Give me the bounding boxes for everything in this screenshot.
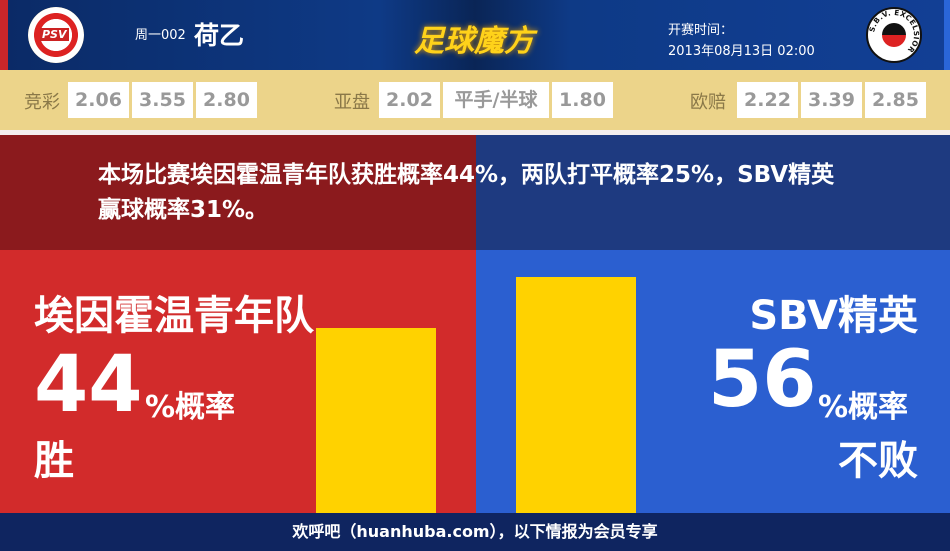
summary-bg-home (0, 135, 476, 250)
away-probability-bar (516, 277, 636, 513)
left-strip (0, 0, 8, 70)
svg-text:S.B.V. EXCELSIOR: S.B.V. EXCELSIOR (868, 9, 920, 55)
member-footer[interactable]: 欢呼吧（huanhuba.com），以下情报为会员专享 (0, 513, 950, 551)
kickoff-label: 开赛时间： (668, 23, 734, 38)
yp-odds: 1.80 (552, 82, 613, 118)
yp-label: 亚盘 (334, 92, 370, 113)
jc-odds: 2.80 (196, 82, 257, 118)
home-team-name: 埃因霍温青年队 (34, 293, 314, 339)
op-odds: 2.22 (737, 82, 798, 118)
kickoff-time: 2013年08月13日 02:00 (668, 44, 815, 59)
away-percent: 56 (708, 335, 817, 425)
home-result: 胜 (34, 438, 74, 484)
away-logo-emblem (882, 23, 906, 47)
prediction-summary: 本场比赛埃因霍温青年队获胜概率44%，两队打平概率25%，SBV精英赢球概率31… (98, 162, 835, 223)
op-label: 欧赔 (690, 92, 726, 113)
summary-bg-away (476, 135, 950, 250)
brand-logo: 足球魔方 (414, 24, 534, 59)
jc-odds: 2.06 (68, 82, 129, 118)
away-logo-ring: S.B.V. EXCELSIOR (868, 9, 920, 55)
op-odds: 2.85 (865, 82, 926, 118)
home-percent: 44 (34, 340, 143, 430)
yp-handicap: 平手/半球 (443, 82, 549, 118)
away-team-logo: S.B.V. EXCELSIOR (866, 7, 922, 63)
op-odds: 3.39 (801, 82, 862, 118)
home-logo-text: PSV (40, 28, 69, 41)
home-probability-bar (316, 328, 436, 513)
away-result: 不败 (838, 438, 918, 484)
away-team-name: SBV精英 (749, 293, 918, 339)
odds-bar: 竞彩 2.06 3.55 2.80 亚盘 2.02 平手/半球 1.80 欧赔 … (0, 70, 950, 130)
away-percent-unit: %概率 (818, 390, 909, 425)
header (0, 0, 950, 70)
divider (0, 130, 950, 135)
home-team-logo: PSV (28, 7, 84, 63)
league-name: 荷乙 (194, 21, 245, 50)
right-strip (944, 0, 950, 70)
yp-odds: 2.02 (379, 82, 440, 118)
home-percent-unit: %概率 (145, 390, 236, 425)
match-number: 周一002 (135, 28, 186, 43)
away-logo-text: S.B.V. EXCELSIOR (868, 9, 920, 55)
jc-odds: 3.55 (132, 82, 193, 118)
jc-label: 竞彩 (24, 92, 60, 113)
